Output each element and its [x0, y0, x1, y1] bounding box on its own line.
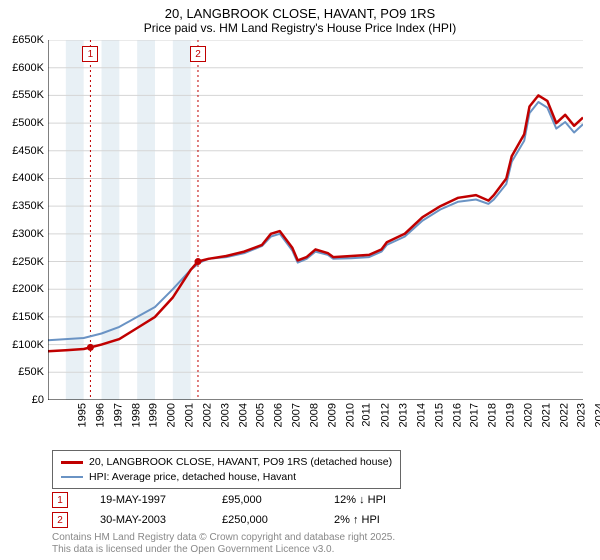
y-tick-label: £500K: [0, 117, 44, 129]
x-tick-label: 2002: [201, 403, 213, 427]
x-tick-label: 2003: [219, 403, 231, 427]
x-tick-label: 2021: [540, 403, 552, 427]
y-tick-label: £600K: [0, 62, 44, 74]
legend-row: 20, LANGBROOK CLOSE, HAVANT, PO9 1RS (de…: [61, 455, 392, 470]
annotation-marker: 2: [52, 512, 68, 528]
y-tick-label: £250K: [0, 256, 44, 268]
annotation-delta: 2% ↑ HPI: [334, 514, 380, 526]
x-tick-label: 2024: [594, 403, 600, 427]
y-tick-label: £150K: [0, 311, 44, 323]
footer-line1: Contains HM Land Registry data © Crown c…: [52, 532, 395, 544]
x-tick-label: 2004: [237, 403, 249, 427]
y-tick-label: £450K: [0, 145, 44, 157]
x-tick-label: 2020: [522, 403, 534, 427]
x-tick-label: 2014: [415, 403, 427, 427]
x-tick-label: 1995: [76, 403, 88, 427]
footer: Contains HM Land Registry data © Crown c…: [52, 532, 395, 556]
y-tick-label: £50K: [0, 366, 44, 378]
x-tick-label: 2018: [487, 403, 499, 427]
x-tick-label: 1999: [148, 403, 160, 427]
annotation-price: £250,000: [222, 514, 302, 526]
chart-marker-1: 1: [82, 46, 98, 62]
x-tick-label: 2013: [397, 403, 409, 427]
annotation-date: 19-MAY-1997: [100, 494, 190, 506]
x-tick-label: 2015: [433, 403, 445, 427]
x-tick-label: 2000: [166, 403, 178, 427]
annotation-row-2: 2 30-MAY-2003 £250,000 2% ↑ HPI: [52, 512, 380, 528]
annotation-price: £95,000: [222, 494, 302, 506]
chart-marker-2: 2: [190, 46, 206, 62]
x-tick-label: 2011: [361, 403, 373, 427]
annotation-row-1: 1 19-MAY-1997 £95,000 12% ↓ HPI: [52, 492, 386, 508]
annotation-marker: 1: [52, 492, 68, 508]
y-tick-label: £0: [0, 394, 44, 406]
x-tick-label: 2008: [308, 403, 320, 427]
y-tick-label: £400K: [0, 172, 44, 184]
title-line1: 20, LANGBROOK CLOSE, HAVANT, PO9 1RS: [0, 6, 600, 21]
legend-label: HPI: Average price, detached house, Hava…: [89, 470, 296, 485]
y-tick-label: £100K: [0, 339, 44, 351]
y-tick-label: £300K: [0, 228, 44, 240]
x-tick-label: 2009: [326, 403, 338, 427]
x-tick-label: 2019: [504, 403, 516, 427]
x-tick-label: 2022: [558, 403, 570, 427]
legend-label: 20, LANGBROOK CLOSE, HAVANT, PO9 1RS (de…: [89, 455, 392, 470]
x-tick-label: 2006: [273, 403, 285, 427]
x-tick-label: 2005: [255, 403, 267, 427]
y-tick-label: £200K: [0, 283, 44, 295]
x-tick-label: 2007: [290, 403, 302, 427]
chart-container: 20, LANGBROOK CLOSE, HAVANT, PO9 1RS Pri…: [0, 0, 600, 560]
x-tick-label: 2010: [344, 403, 356, 427]
x-tick-label: 1998: [130, 403, 142, 427]
y-tick-label: £550K: [0, 89, 44, 101]
x-tick-label: 2012: [380, 403, 392, 427]
x-tick-label: 2001: [183, 403, 195, 427]
x-tick-label: 1996: [94, 403, 106, 427]
x-tick-label: 2017: [469, 403, 481, 427]
y-tick-label: £350K: [0, 200, 44, 212]
footer-line2: This data is licensed under the Open Gov…: [52, 544, 395, 556]
legend-swatch: [61, 461, 83, 464]
legend: 20, LANGBROOK CLOSE, HAVANT, PO9 1RS (de…: [52, 450, 401, 489]
legend-swatch: [61, 476, 83, 478]
x-tick-label: 2023: [576, 403, 588, 427]
x-tick-label: 2016: [451, 403, 463, 427]
x-tick-label: 1997: [112, 403, 124, 427]
y-tick-label: £650K: [0, 34, 44, 46]
annotation-date: 30-MAY-2003: [100, 514, 190, 526]
annotation-delta: 12% ↓ HPI: [334, 494, 386, 506]
plot-area: [48, 40, 583, 400]
plot-svg: [48, 40, 583, 400]
legend-row: HPI: Average price, detached house, Hava…: [61, 470, 392, 485]
title-line2: Price paid vs. HM Land Registry's House …: [0, 21, 600, 35]
